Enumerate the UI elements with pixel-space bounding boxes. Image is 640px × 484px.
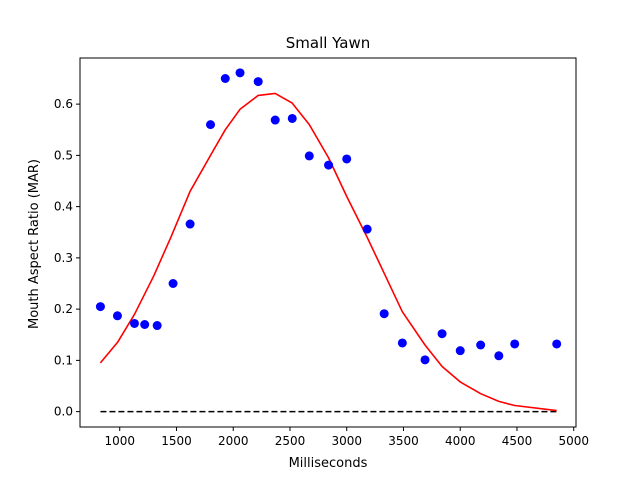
x-tick-label: 4000 <box>445 434 476 448</box>
fit-curve-line <box>99 92 557 412</box>
axis-ticks: 1000 1500 2000 2500 3000 3500 4000 4500 5000 0.0 0… <box>54 97 589 448</box>
x-tick-label: 3500 <box>388 434 419 448</box>
data-point <box>510 339 520 349</box>
data-point <box>324 160 334 170</box>
y-axis-label: Mouth Aspect Ratio (MAR) <box>27 159 42 329</box>
x-tick-label: 3000 <box>331 434 362 448</box>
x-tick-label: 1500 <box>161 434 192 448</box>
data-point <box>420 355 430 365</box>
data-point <box>437 329 447 339</box>
y-tick-label: 0.4 <box>54 200 73 214</box>
data-point <box>235 68 245 78</box>
data-point <box>168 279 178 288</box>
x-tick-label: 1000 <box>104 434 135 448</box>
data-point <box>455 346 465 356</box>
data-point <box>494 351 504 361</box>
x-tick-label: 2500 <box>275 434 306 448</box>
y-tick-label: 0.3 <box>54 251 73 265</box>
data-point <box>185 219 195 229</box>
data-point <box>362 224 372 234</box>
data-point <box>129 318 139 328</box>
data-point <box>95 302 105 312</box>
data-point <box>476 340 486 350</box>
data-point <box>152 321 162 331</box>
data-point <box>220 74 230 83</box>
data-point <box>140 320 150 329</box>
y-tick-label: 0.6 <box>54 97 73 111</box>
x-tick-label: 2000 <box>218 434 249 448</box>
data-point <box>253 77 263 87</box>
x-axis-label: Milliseconds <box>289 456 368 471</box>
x-tick-label: 5000 <box>558 434 589 448</box>
axes-frame <box>79 57 577 428</box>
y-tick-label: 0.1 <box>54 353 73 367</box>
data-point <box>287 113 297 123</box>
x-tick-label: 4500 <box>502 434 533 448</box>
data-point <box>304 151 314 161</box>
y-tick-label: 0.5 <box>54 148 73 162</box>
plot-area <box>95 68 562 413</box>
y-tick-label: 0.2 <box>54 302 73 316</box>
data-point <box>112 311 122 321</box>
data-point <box>270 115 280 125</box>
data-point <box>342 154 352 164</box>
data-point <box>379 309 389 319</box>
y-tick-label: 0.0 <box>54 405 73 419</box>
data-point <box>397 338 407 348</box>
data-point <box>206 120 216 130</box>
data-point <box>552 339 562 349</box>
chart-title: Small Yawn <box>286 34 371 52</box>
